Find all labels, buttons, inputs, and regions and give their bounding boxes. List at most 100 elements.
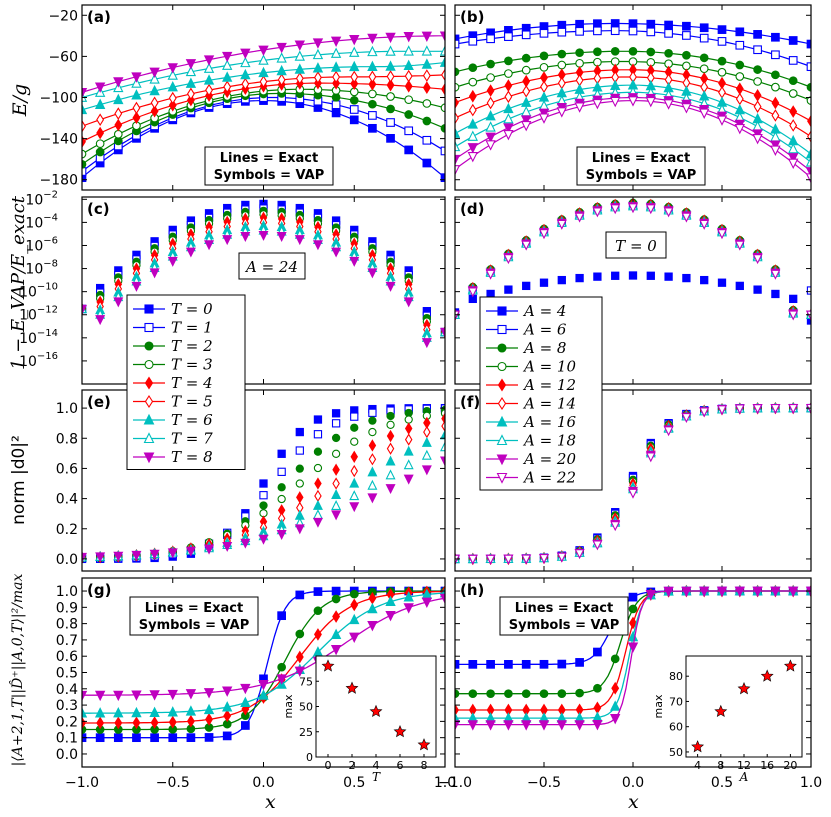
panel-label-f: (f) [460, 393, 480, 411]
data-point-A=8 [717, 56, 727, 66]
data-point-T=8 [330, 645, 342, 656]
data-point-T=5 [114, 107, 123, 120]
data-point-T=4 [186, 714, 195, 728]
data-point-(c)-s8 [385, 281, 396, 292]
data-point-A=20 [716, 586, 728, 598]
data-point-T=5 [404, 69, 413, 83]
annotation-box-(g)-line2: Symbols = VAP [139, 618, 250, 633]
data-point-A=12 [504, 79, 513, 92]
data-point-A=4 [788, 36, 798, 45]
inset-data-point [760, 669, 774, 682]
data-point-A=8 [539, 689, 549, 699]
data-point-T=4 [350, 598, 359, 612]
inset-xtick-label: 16 [760, 759, 774, 772]
data-point-A=20 [770, 586, 781, 598]
data-point-(d)-s9 [503, 254, 514, 265]
data-point-T=6 [167, 81, 178, 92]
data-point-T=7 [185, 65, 197, 77]
data-point-(e)-s2 [259, 501, 268, 510]
data-point-(e)-s1 [277, 467, 286, 476]
data-point-A=22 [538, 113, 550, 124]
data-point-(d)-s0 [682, 273, 691, 283]
legend-T-label: T = 0 [171, 300, 213, 318]
data-point-(c)-s8 [312, 240, 323, 251]
data-point-(d)-s9 [628, 203, 638, 214]
legend-T-marker [143, 413, 155, 425]
annotation-box-(a)-line2: Symbols = VAP [214, 168, 325, 183]
data-point-A=8 [628, 46, 638, 56]
data-point-T=6 [349, 613, 360, 625]
data-point-(e)-s0 [331, 409, 341, 418]
data-point-(d)-s9 [485, 269, 496, 280]
data-point-T=8 [222, 51, 233, 63]
data-point-T=6 [82, 103, 88, 115]
data-point-(d)-s1 [806, 286, 811, 295]
data-point-A=4 [593, 647, 602, 657]
data-point-T=5 [295, 72, 304, 85]
data-point-T=0 [404, 145, 414, 155]
data-point-T=7 [240, 56, 251, 68]
data-point-A=6 [486, 34, 495, 44]
panel-(g)-xtick-label: −0.5 [156, 775, 190, 791]
inset-ytick-label: 0 [306, 751, 313, 764]
data-point-A=18 [503, 113, 514, 124]
data-point-(e)-s0 [277, 449, 286, 458]
data-point-T=0 [277, 611, 287, 621]
data-point-A=10 [504, 69, 513, 78]
data-point-A=10 [771, 82, 780, 92]
data-point-(e)-s1 [350, 412, 359, 421]
data-point-T=6 [149, 84, 160, 96]
legend-A-label: A = 16 [522, 413, 576, 431]
data-point-A=14 [468, 103, 477, 117]
data-point-(e)-s2 [386, 411, 395, 421]
data-point-T=8 [403, 603, 414, 614]
data-point-T=4 [168, 715, 177, 729]
legend-A-label: A = 10 [522, 358, 576, 376]
data-point-(d)-s9 [734, 240, 745, 251]
data-point-(e)-s8 [167, 548, 178, 559]
data-point-T=0 [186, 733, 196, 742]
data-point-A=22 [455, 165, 461, 176]
data-point-(e)-s3 [368, 427, 377, 437]
legend-T-label: T = 3 [171, 356, 213, 374]
data-point-A=4 [593, 19, 602, 29]
data-point-T=5 [186, 87, 195, 101]
data-point-A=14 [789, 119, 798, 132]
data-point-A=6 [539, 28, 549, 38]
panel-(e)-ytick-label: 0.8 [56, 431, 78, 447]
data-point-T=6 [131, 706, 142, 718]
data-point-A=22 [592, 98, 603, 110]
panel-(h)-xtick-label: −0.5 [527, 775, 561, 791]
legend-T-label: T = 6 [171, 411, 213, 429]
data-point-(f)-s9 [467, 554, 478, 565]
data-point-T=2 [440, 123, 445, 133]
data-point-(e)-s6 [385, 455, 396, 466]
data-point-A=10 [468, 77, 478, 87]
panel-(g)-ytick-label: 0.8 [56, 617, 78, 633]
data-point-(e)-s5 [350, 464, 358, 478]
data-point-A=22 [556, 107, 567, 118]
data-point-(c)-s8 [185, 247, 196, 258]
data-point-A=16 [455, 127, 461, 138]
data-point-A=10 [539, 62, 549, 72]
plot-area-(e) [82, 403, 445, 564]
data-point-T=5 [150, 96, 159, 110]
data-point-(e)-s8 [222, 541, 233, 552]
inset-xtick-label: 8 [717, 759, 724, 772]
data-point-A=6 [610, 26, 620, 36]
data-point-T=1 [404, 126, 414, 136]
panel-(g)-ytick-label: 0.6 [56, 649, 78, 665]
data-point-T=1 [422, 135, 432, 145]
legend-A-label: A = 14 [522, 395, 576, 413]
data-point-T=6 [149, 706, 160, 717]
data-point-A=20 [521, 720, 532, 731]
panel-c-ytick-label: 10−6 [25, 235, 58, 254]
data-point-A=6 [806, 62, 811, 72]
data-point-(f)-s9 [574, 549, 585, 560]
data-point-T=2 [95, 147, 105, 157]
inset-xlabel: A [739, 770, 749, 784]
data-point-(e)-s8 [403, 474, 414, 485]
data-point-(e)-s2 [295, 464, 304, 473]
legend-A-marker [497, 306, 507, 316]
inset-ytick-label: 50 [299, 701, 313, 714]
